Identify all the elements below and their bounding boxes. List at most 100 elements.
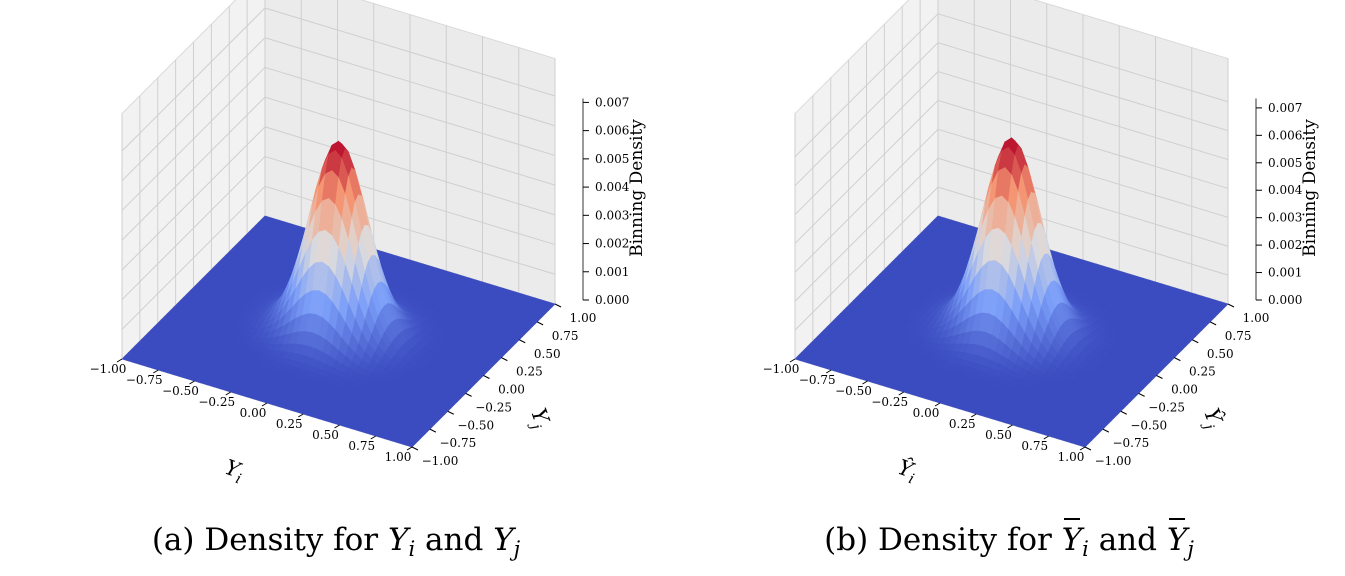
- x-tick-mark: [116, 358, 123, 363]
- caption-prefix: (a) Density for: [151, 522, 379, 558]
- x-tick-mark: [370, 435, 377, 440]
- y-tick-mark: [447, 410, 454, 415]
- grid-line: [121, 126, 556, 271]
- z-tick-label: 0.003: [1268, 211, 1302, 225]
- chart-panel-a: −1.00 −0.75 −0.50 −0.25 0.00 0.25 0.50 0.75 1.00…: [0, 0, 672, 576]
- y-axis-title: Ŷj: [1195, 405, 1228, 432]
- z-tick-label: 0.000: [1268, 293, 1302, 307]
- caption-and: and: [425, 522, 484, 558]
- surface-mesh: [794, 137, 1229, 448]
- x-tick-mark: [898, 391, 905, 396]
- z-tick-label: 0.002: [595, 237, 629, 251]
- x-tick-label: 0.25: [949, 417, 976, 431]
- x-tick-label: −0.75: [799, 373, 836, 387]
- y-tick-mark: [465, 392, 472, 397]
- y-tick-label: 0.25: [1189, 365, 1216, 379]
- surface-plot-a: −1.00−0.75−0.50−0.250.000.250.500.751.00…: [90, 0, 647, 488]
- z-axis-title: Binning Density: [627, 119, 647, 257]
- caption-var2: Y: [493, 522, 514, 558]
- y-tick-label: −0.75: [1112, 436, 1149, 450]
- x-tick-mark: [189, 380, 195, 385]
- x-axis-title: Ŷi: [893, 455, 920, 488]
- z-tick-label: 0.005: [1268, 156, 1302, 170]
- y-tick-label: 0.50: [534, 347, 561, 361]
- x-tick-label: 0.50: [985, 428, 1012, 442]
- z-tick-label: 0.006: [595, 124, 629, 138]
- z-tick-label: 0.004: [1268, 183, 1303, 197]
- z-tick-label: 0.007: [1268, 101, 1302, 115]
- grid-line: [121, 37, 556, 182]
- x-tick-label: 0.00: [913, 406, 940, 420]
- y-tick-mark: [1120, 410, 1127, 415]
- y-tick-mark: [501, 357, 508, 362]
- x-tick-mark: [1043, 435, 1050, 440]
- x-tick-mark: [334, 424, 340, 429]
- x-axis-sub: i: [906, 471, 916, 488]
- x-tick-mark: [934, 402, 941, 407]
- x-tick-mark: [406, 446, 413, 451]
- x-tick-label: 0.75: [348, 439, 375, 453]
- x-tick-mark: [297, 413, 304, 418]
- surface-plot-b: −1.00 −0.75 −0.50 −0.25 0.00 0.25 0.50 0.75 1.00…: [763, 0, 1320, 488]
- grid-line: [794, 13, 1229, 158]
- y-tick-mark: [1138, 392, 1145, 397]
- x-tick-label: 1.00: [385, 450, 412, 464]
- surface-patch: [1077, 441, 1089, 448]
- x-tick-mark: [825, 369, 832, 374]
- y-tick-mark: [1084, 446, 1092, 451]
- y-tick-mark: [1227, 303, 1235, 308]
- grid-line: [121, 185, 556, 330]
- x-tick-label: −0.50: [162, 384, 199, 398]
- caption-b: (b) Density for Yi and Yj: [673, 518, 1345, 561]
- y-tick-label: 0.75: [552, 329, 579, 343]
- grid-line: [794, 70, 1229, 215]
- x-axis-var: Y: [222, 455, 245, 483]
- y-tick-label: 0.75: [1225, 329, 1252, 343]
- axes-3d: −1.00 −0.75 −0.50 −0.25 0.00 0.25 0.50 0.75 1.00…: [763, 0, 1320, 488]
- z-tick-label: 0.005: [595, 152, 629, 166]
- axes-3d: −1.00−0.75−0.50−0.250.000.250.500.751.00…: [90, 0, 647, 488]
- caption-var2-hat: Y: [1166, 518, 1188, 558]
- z-tick-label: 0.002: [1268, 238, 1302, 252]
- z-tick-label: 0.003: [595, 208, 629, 222]
- y-tick-mark: [536, 321, 544, 326]
- x-tick-mark: [1079, 446, 1086, 451]
- caption-prefix: (b) Density for: [824, 522, 1052, 558]
- grid-line: [794, 128, 1229, 273]
- grid-line: [794, 99, 1229, 244]
- y-tick-mark: [429, 428, 437, 433]
- grid-line: [121, 7, 556, 152]
- y-tick-label: −0.50: [1130, 418, 1167, 432]
- x-tick-label: 0.50: [312, 428, 339, 442]
- y-tick-label: −1.00: [422, 454, 459, 468]
- x-tick-mark: [152, 369, 159, 374]
- y-tick-label: 0.00: [1171, 383, 1198, 397]
- surface-patch: [404, 441, 416, 448]
- caption-sub2: j: [1187, 537, 1194, 561]
- caption-sub2: j: [513, 537, 521, 561]
- z-tick-label: 0.006: [1268, 128, 1302, 142]
- caption-sub1: i: [408, 537, 416, 561]
- y-tick-label: 1.00: [1243, 311, 1270, 325]
- x-axis-title: Yi: [220, 455, 247, 488]
- x-tick-mark: [789, 358, 796, 363]
- y-tick-label: −1.00: [1095, 454, 1132, 468]
- chart-panel-b: −1.00 −0.75 −0.50 −0.25 0.00 0.25 0.50 0.75 1.00…: [673, 0, 1345, 576]
- grid-line: [794, 42, 1229, 187]
- y-tick-label: −0.25: [1148, 400, 1185, 414]
- y-tick-mark: [1174, 357, 1181, 362]
- y-tick-mark: [519, 339, 526, 344]
- y-tick-mark: [1192, 339, 1199, 344]
- x-tick-label: 0.75: [1021, 439, 1048, 453]
- x-tick-label: 1.00: [1058, 450, 1085, 464]
- y-tick-mark: [483, 375, 490, 379]
- x-tick-label: 0.00: [240, 406, 267, 420]
- caption-a: (a) Density for Yi and Yj: [0, 522, 672, 561]
- grid-line: [121, 156, 556, 300]
- x-tick-label: 0.25: [276, 417, 303, 431]
- x-tick-mark: [1007, 424, 1013, 429]
- caption-and: and: [1098, 522, 1157, 558]
- z-axis-title: Binning Density: [1300, 119, 1320, 257]
- x-tick-label: −0.75: [126, 373, 163, 387]
- x-tick-label: −1.00: [90, 362, 127, 376]
